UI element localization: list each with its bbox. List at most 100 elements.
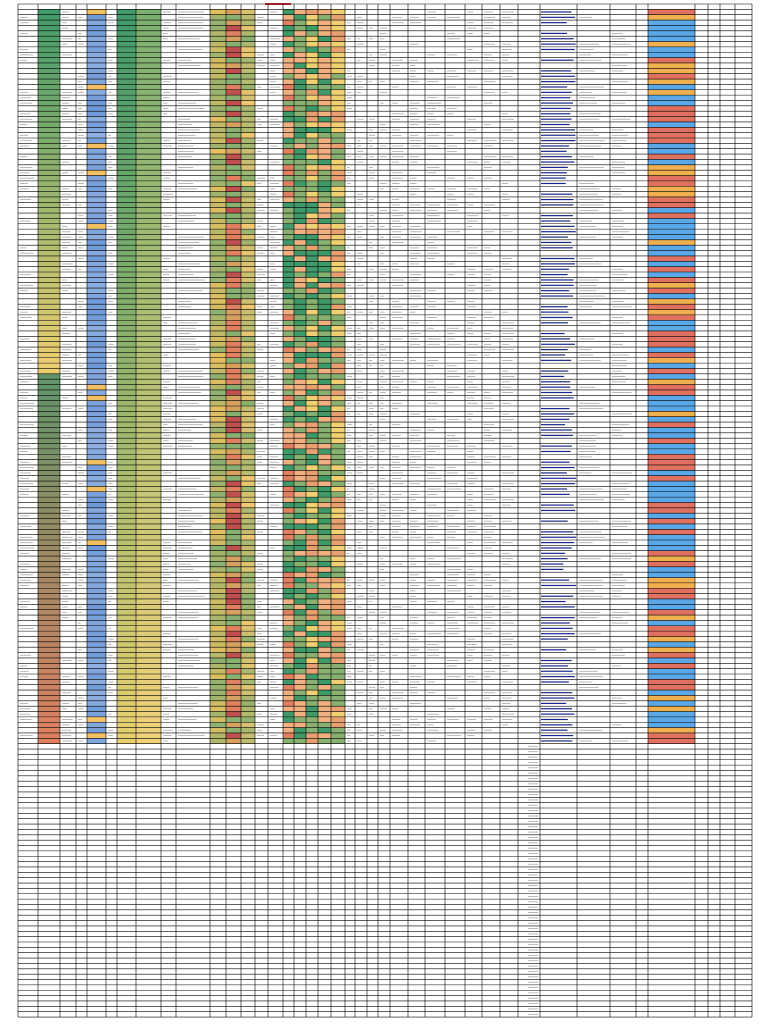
cell-fill: [648, 416, 695, 423]
cell-content: [484, 33, 490, 34]
cell-fill: [648, 272, 695, 278]
cell-content: [62, 284, 71, 286]
cell-content: [380, 611, 387, 613]
cell-fill: [331, 320, 345, 326]
cell-fill: [226, 352, 241, 358]
cell-fill: [318, 556, 331, 562]
cell-content: [528, 895, 538, 897]
cell-fill: [38, 566, 60, 573]
cell-fill: [210, 668, 226, 674]
cell-fill: [136, 180, 161, 187]
cell-fill: [241, 540, 255, 546]
cell-fill: [648, 636, 695, 642]
cell-content: [163, 542, 171, 544]
cell-fill: [283, 556, 294, 562]
cell-content: [78, 188, 82, 190]
cell-fill: [117, 507, 136, 514]
cell-content: [447, 333, 455, 335]
cell-fill: [648, 518, 695, 524]
cell-fill: [331, 598, 345, 605]
cell-content: [62, 27, 69, 29]
cell-fill: [241, 20, 255, 26]
cell-fill: [210, 427, 226, 433]
cell-content: [347, 585, 351, 586]
cell-fill: [648, 389, 695, 396]
cell-content: [178, 188, 198, 190]
cell-content: [257, 247, 263, 249]
cell-content: [20, 708, 31, 710]
cell-fill: [210, 116, 226, 122]
cell-content: [78, 467, 83, 469]
cell-fill: [38, 389, 60, 396]
cell-fill: [226, 218, 241, 224]
cell-fill: [241, 695, 255, 701]
cell-content: [392, 86, 399, 88]
cell-fill: [241, 464, 255, 471]
cell-fill: [38, 277, 60, 283]
cell-content: [178, 268, 191, 270]
cell-fill: [283, 154, 294, 160]
cell-fill: [306, 684, 318, 691]
cell-content: [20, 676, 28, 678]
cell-content: [528, 885, 538, 887]
cell-fill: [318, 636, 331, 642]
cell-content: [380, 317, 387, 318]
cell-fill: [136, 588, 161, 594]
cell-fill: [210, 127, 226, 133]
cell-content: [62, 681, 70, 683]
cell-fill: [294, 41, 306, 47]
cell-fill: [318, 84, 331, 90]
cell-fill: [331, 148, 345, 155]
link-cell: [541, 204, 574, 206]
cell-fill: [38, 79, 60, 85]
cell-fill: [117, 46, 136, 53]
cell-fill: [648, 218, 695, 224]
cell-fill: [226, 234, 241, 240]
cell-fill: [331, 111, 345, 117]
cell-fill: [226, 438, 241, 444]
cell-content: [347, 552, 350, 554]
link-cell: [541, 617, 575, 619]
cell-content: [484, 435, 492, 436]
cell-fill: [136, 347, 161, 353]
cell-content: [528, 745, 538, 747]
cell-content: [502, 719, 513, 720]
cell-fill: [306, 14, 318, 21]
cell-content: [380, 504, 386, 506]
cell-fill: [210, 143, 226, 149]
cell-fill: [283, 218, 294, 224]
cell-content: [484, 392, 491, 394]
cell-fill: [38, 132, 60, 138]
cell-content: [502, 70, 514, 72]
cell-fill: [136, 561, 161, 567]
cell-content: [380, 343, 384, 345]
cell-fill: [283, 679, 294, 685]
cell-fill: [87, 647, 106, 653]
cell-content: [380, 54, 387, 56]
cell-content: [20, 113, 31, 115]
cell-content: [392, 376, 400, 377]
cell-fill: [241, 497, 255, 503]
cell-fill: [87, 325, 106, 331]
link-cell: [541, 16, 576, 18]
cell-fill: [306, 373, 318, 380]
cell-content: [484, 349, 496, 351]
cell-fill: [136, 341, 161, 348]
cell-content: [108, 713, 112, 715]
cell-content: [427, 526, 438, 528]
cell-fill: [318, 255, 331, 262]
cell-fill: [38, 191, 60, 197]
cell-fill: [283, 298, 294, 305]
cell-fill: [283, 20, 294, 26]
cell-content: [357, 38, 361, 40]
cell-fill: [306, 363, 318, 369]
cell-fill: [306, 636, 318, 642]
cell-fill: [136, 20, 161, 26]
cell-content: [427, 402, 438, 404]
cell-fill: [87, 196, 106, 203]
cell-content: [528, 912, 538, 913]
cell-fill: [38, 400, 60, 406]
cell-content: [392, 531, 399, 533]
cell-content: [410, 595, 417, 597]
cell-fill: [117, 132, 136, 138]
